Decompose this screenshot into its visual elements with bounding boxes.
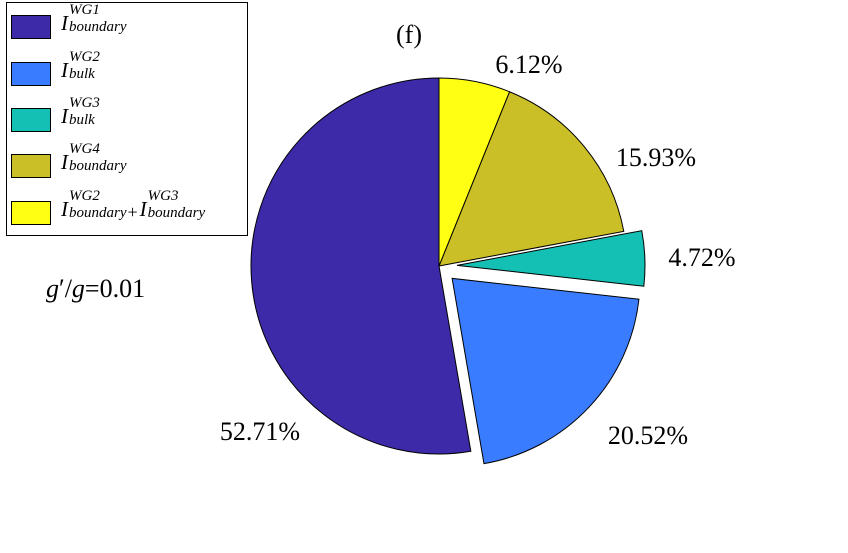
legend-swatch-3 <box>11 108 51 132</box>
legend-label-4-a-subscript: boundary <box>69 158 127 174</box>
legend-label-2-a-superscript: WG2 <box>69 49 100 65</box>
legend-swatch-2 <box>11 62 51 86</box>
legend-item-4: I WG4 boundary <box>7 142 247 182</box>
slice-value-label-5: 6.12% <box>495 50 562 79</box>
legend-label-5-b-symbol: I <box>139 197 147 221</box>
legend-label-4-a-scripts: WG4 boundary <box>68 142 127 182</box>
legend-label-3: I WG3 bulk <box>61 96 100 136</box>
legend-label-2-a-symbol: I <box>61 58 68 82</box>
legend-plus-sign: + <box>127 202 138 222</box>
legend-label-2: I WG2 bulk <box>61 50 100 90</box>
pie-slice-3 <box>456 230 646 287</box>
legend-label-5: I WG2 boundary +I WG3 boundary <box>61 189 206 229</box>
legend-label-1-a-superscript: WG1 <box>69 2 100 18</box>
annotation-var: g <box>71 274 85 303</box>
chart-title: (f) <box>396 20 422 49</box>
annotation-rest: =0.01 <box>84 274 146 303</box>
legend-item-1: I WG1 boundary <box>7 3 247 43</box>
legend-label-5-a-subscript: boundary <box>69 205 127 221</box>
legend-label-5-a-scripts: WG2 boundary <box>68 189 127 229</box>
slice-value-label-2: 20.52% <box>608 421 688 450</box>
legend-label-5-a-symbol: I <box>61 197 68 221</box>
legend-label-2-a-subscript: bulk <box>69 66 95 82</box>
legend-label-4: I WG4 boundary <box>61 142 127 182</box>
legend-label-4-a-symbol: I <box>61 150 68 174</box>
legend-label-5-b-superscript: WG3 <box>147 188 179 204</box>
legend-item-2: I WG2 bulk <box>7 50 247 90</box>
legend-label-1-a-subscript: boundary <box>69 19 127 35</box>
legend-label-5-a-superscript: WG2 <box>69 188 100 204</box>
legend-label-1-a-symbol: I <box>61 11 68 35</box>
legend-label-1: I WG1 boundary <box>61 3 127 43</box>
annotation-prime: ′ <box>59 274 65 303</box>
parameter-annotation: g′/g=0.01 <box>46 274 145 304</box>
legend-swatch-5 <box>11 201 51 225</box>
legend-label-5-b-subscript: boundary <box>147 205 206 221</box>
legend-label-1-a-scripts: WG1 boundary <box>68 3 127 43</box>
annotation-slash: / <box>64 274 72 303</box>
slice-value-label-4: 15.93% <box>616 143 696 172</box>
legend-label-3-a-symbol: I <box>61 104 68 128</box>
pie-slice-4 <box>438 91 625 267</box>
legend-label-2-a-scripts: WG2 bulk <box>68 50 100 90</box>
legend-swatch-4 <box>11 154 51 178</box>
pie-slice-5 <box>438 77 511 267</box>
legend-swatch-1 <box>11 15 51 39</box>
legend-label-4-a-superscript: WG4 <box>69 141 100 157</box>
legend-item-5: I WG2 boundary +I WG3 boundary <box>7 189 247 229</box>
legend-label-3-a-scripts: WG3 bulk <box>68 96 100 136</box>
legend-label-3-a-subscript: bulk <box>69 112 95 128</box>
slice-value-label-3: 4.72% <box>668 243 735 272</box>
annotation-prefix: g <box>46 274 59 303</box>
slice-value-label-1: 52.71% <box>220 417 300 446</box>
legend-item-3: I WG3 bulk <box>7 96 247 136</box>
legend-label-3-a-superscript: WG3 <box>69 95 100 111</box>
pie-slice-2 <box>451 277 640 465</box>
legend: I WG1 boundary I WG2 bulk I WG3 bulk I WG4 boundary… <box>6 2 248 236</box>
pie-slice-1 <box>250 77 472 455</box>
legend-label-5-b-scripts: WG3 boundary <box>147 189 206 229</box>
